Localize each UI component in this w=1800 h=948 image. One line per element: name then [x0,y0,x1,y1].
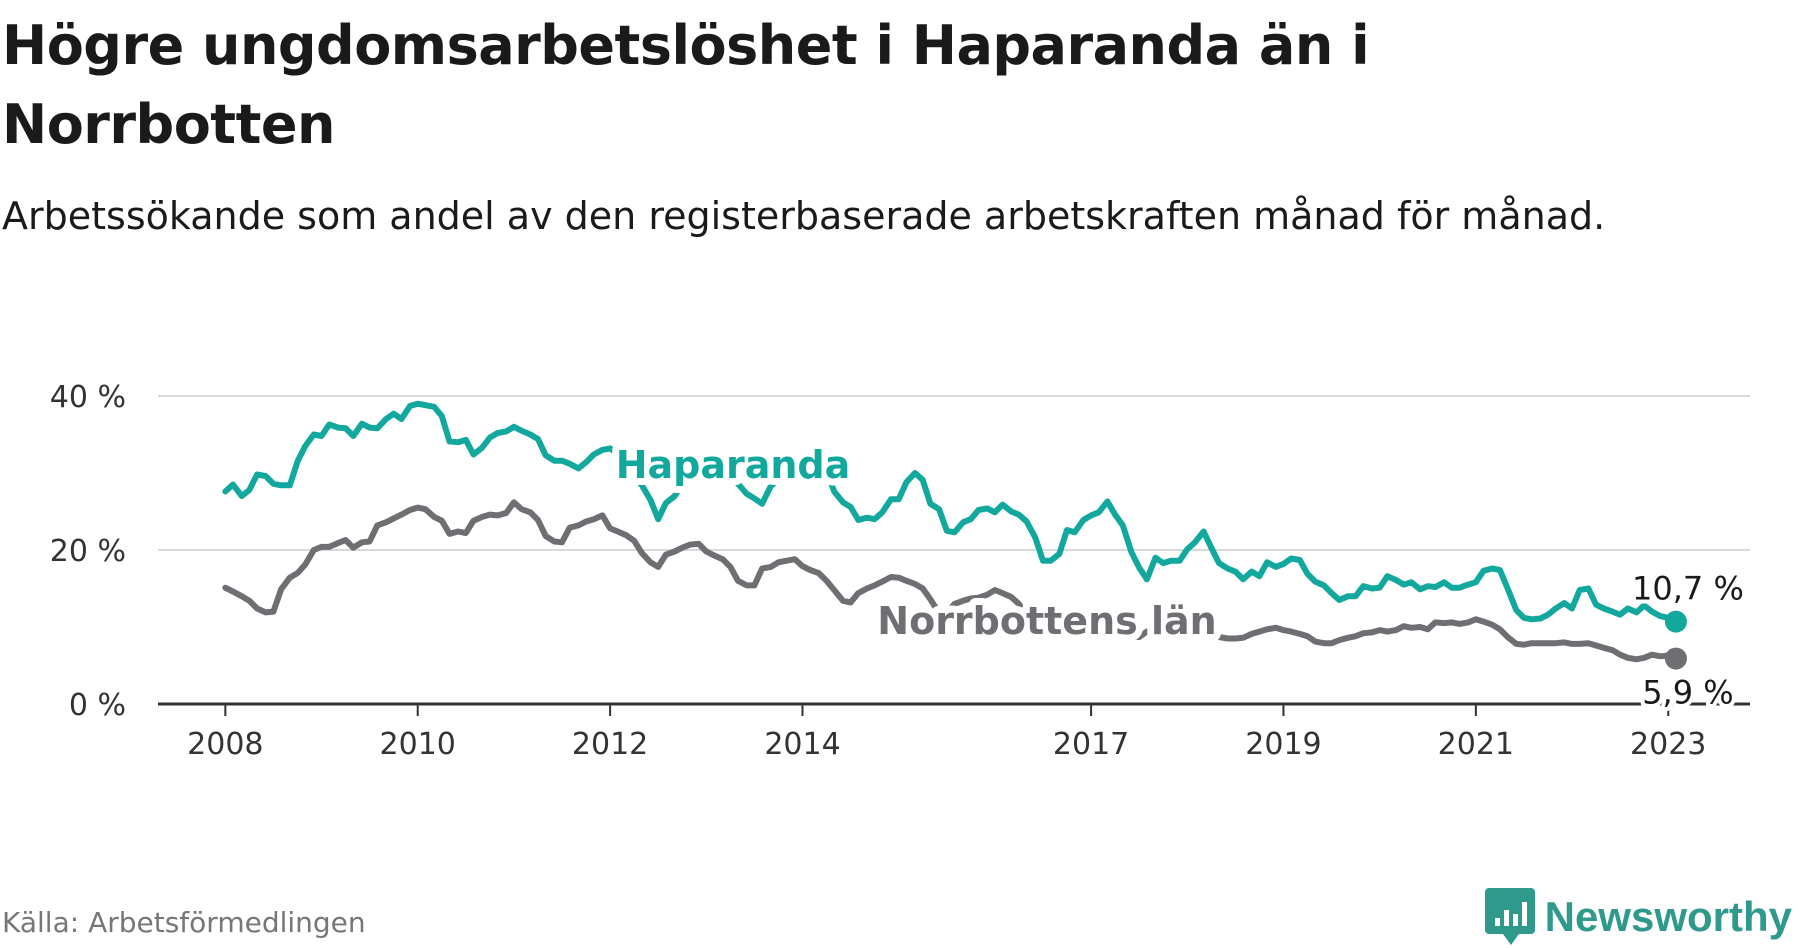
brand-name: Newsworthy [1544,893,1792,940]
chart-subtitle: Arbetssökande som andel av den registerb… [2,194,1606,238]
series-label-norrbotten: Norrbottens län [877,599,1216,643]
x-tick-label: 2014 [764,727,840,762]
source-note: Källa: Arbetsförmedlingen [2,906,366,939]
end-point-haparanda [1664,610,1687,633]
x-tick-label: 2012 [572,727,648,762]
y-tick-label: 0 % [69,688,126,723]
x-axis-ticks: 2008 2010 2012 2014 2017 2019 2021 2023 [187,704,1706,762]
x-tick-label: 2021 [1438,727,1514,762]
x-tick-label: 2023 [1630,727,1706,762]
y-axis-ticks: 0 % 20 % 40 % [50,380,126,723]
grid-lines [158,395,1750,706]
series-lines [222,400,1687,670]
x-tick-label: 2010 [380,727,456,762]
series-label-haparanda: Haparanda [616,443,851,487]
x-tick-label: 2019 [1245,727,1321,762]
end-point-norrbotten [1664,647,1687,670]
newsworthy-logo-icon [1484,888,1535,945]
series-labels: 10,7 % 5,9 % Haparanda Norrbottens län [609,436,1748,716]
end-label-norrbotten: 5,9 % [1642,674,1733,712]
y-tick-label: 40 % [50,380,126,415]
chart-title: Högre ungdomsarbetslöshet i Haparanda än… [2,14,1370,156]
y-tick-label: 20 % [50,534,126,569]
series-line-haparanda [222,400,1679,625]
brand-logo[interactable]: Newsworthy [1484,888,1792,946]
x-tick-label: 2008 [187,727,263,762]
series-line-norrbotten [222,499,1679,663]
end-label-haparanda: 10,7 % [1632,570,1744,608]
x-tick-label: 2017 [1053,727,1129,762]
